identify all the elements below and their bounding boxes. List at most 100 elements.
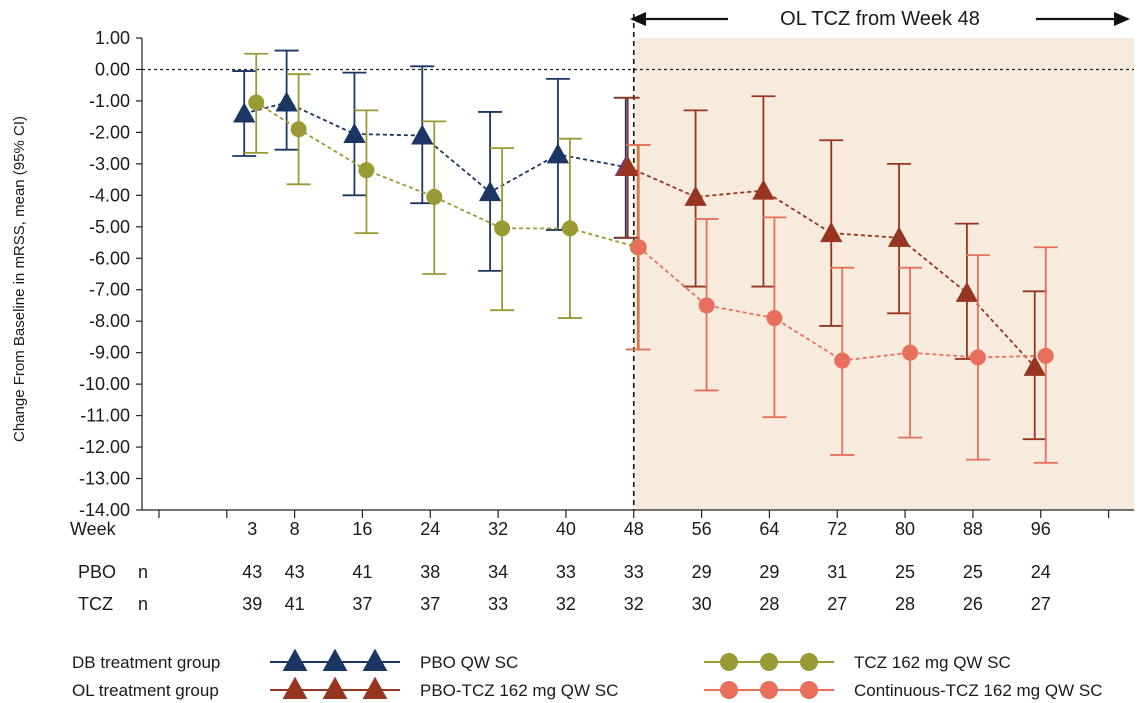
data-point-triangle: [343, 122, 366, 143]
n-table-cell: 25: [963, 562, 983, 582]
y-tick-label: -14.00: [79, 500, 130, 520]
y-tick-label: -1.00: [89, 91, 130, 111]
series-continuous-tcz-162-mg-qw-sc: [626, 144, 1058, 464]
data-point-triangle: [411, 124, 434, 145]
y-axis-label: Change From Baseline in mRSS, mean (95% …: [11, 116, 28, 442]
y-tick-label: -8.00: [89, 311, 130, 331]
legend-circle-icon: [800, 681, 818, 699]
data-point-triangle: [275, 91, 298, 112]
x-axis-week-row: Week 3 8 16 24 32 40 48 56 64 72 80 88 96: [70, 510, 1110, 539]
x-tick-label: 80: [895, 519, 915, 539]
n-table-cell: 34: [488, 562, 508, 582]
data-point-triangle: [233, 102, 256, 123]
n-table-cell: 43: [242, 562, 262, 582]
data-point-triangle: [887, 226, 911, 247]
legend-item-label: PBO QW SC: [420, 653, 518, 672]
legend-group-label: OL treatment group: [72, 681, 219, 700]
data-point-triangle: [478, 181, 502, 202]
data-point-triangle: [684, 185, 707, 206]
n-table-cell: 32: [556, 594, 576, 614]
data-point-circle: [248, 94, 265, 111]
x-tick-label: 8: [290, 519, 300, 539]
n-table-cell: 27: [1031, 594, 1051, 614]
left-arrow-icon: [630, 12, 646, 26]
y-tick-label: -5.00: [89, 217, 130, 237]
n-table-cell: 41: [352, 562, 372, 582]
y-tick-label: -3.00: [89, 154, 130, 174]
series-line: [255, 101, 639, 249]
n-table-cell: 33: [556, 562, 576, 582]
legend-circle-icon: [720, 653, 738, 671]
series-pbo-tcz-162-mg-qw-sc: [615, 95, 1047, 441]
legend-item: PBO-TCZ 162 mg QW SC: [270, 676, 618, 700]
y-axis-ticks: 1.00 0.00 -1.00 -2.00 -3.00 -4.00 -5.00 -6.00 -7…: [79, 28, 142, 520]
legend-triangle-icon: [282, 648, 308, 671]
y-tick-label: 1.00: [95, 28, 130, 48]
legend-group-label: DB treatment group: [72, 653, 220, 672]
data-point-circle: [561, 220, 578, 237]
reference-lines: [142, 14, 1134, 510]
x-tick-label: 64: [759, 519, 779, 539]
n-table-cell: 39: [242, 594, 262, 614]
y-tick-label: -7.00: [89, 280, 130, 300]
axes: [141, 38, 1134, 511]
data-point-circle: [766, 310, 783, 327]
n-table-cell: 38: [420, 562, 440, 582]
y-tick-label: -6.00: [89, 248, 130, 268]
data-point-circle: [426, 188, 443, 205]
n-table-cell: 33: [488, 594, 508, 614]
data-point-triangle: [616, 155, 639, 177]
x-tick-label: 48: [624, 519, 644, 539]
y-tick-label: -10.00: [79, 374, 130, 394]
data-point-circle: [902, 344, 919, 361]
n-table: PBO n 43 43 41 38 34 33 33 29 29 31 25 25 24 TCZ n 39 41 37…: [78, 562, 1051, 614]
x-tick-label: 16: [352, 519, 372, 539]
legend-triangle-icon: [322, 676, 348, 699]
n-table-cell: 31: [827, 562, 847, 582]
data-point-circle: [969, 349, 986, 366]
y-tick-label: 0.00: [95, 59, 130, 79]
y-tick-label: -2.00: [89, 122, 130, 142]
x-axis-label: Week: [70, 519, 117, 539]
x-tick-label: 3: [247, 519, 257, 539]
n-table-cell: 24: [1031, 562, 1051, 582]
n-table-cell: 30: [692, 594, 712, 614]
data-point-triangle: [546, 143, 570, 164]
x-tick-label: 32: [488, 519, 508, 539]
n-table-cell: 27: [827, 594, 847, 614]
legend-item: PBO QW SC: [270, 648, 518, 672]
legend-triangle-icon: [362, 676, 388, 699]
legend-triangle-icon: [322, 648, 348, 671]
y-tick-label: -13.00: [79, 469, 130, 489]
data-point-triangle: [820, 221, 843, 243]
x-tick-label: 96: [1031, 519, 1051, 539]
data-point-triangle: [955, 281, 979, 302]
data-point-triangle: [752, 179, 775, 200]
n-table-cell: 28: [759, 594, 779, 614]
ol-shaded-region: [633, 38, 1134, 510]
n-table-cell: 37: [420, 594, 440, 614]
data-point-circle: [494, 220, 511, 237]
legend-item-label: TCZ 162 mg QW SC: [854, 653, 1011, 672]
n-table-cell: 26: [963, 594, 983, 614]
x-tick-label: 88: [963, 519, 983, 539]
right-arrow-icon: [1114, 12, 1130, 26]
legend-item-label: PBO-TCZ 162 mg QW SC: [420, 681, 618, 700]
n-table-cell: 28: [895, 594, 915, 614]
legend-circle-icon: [720, 681, 738, 699]
x-tick-label: 24: [420, 519, 440, 539]
n-table-n-label: n: [138, 594, 148, 614]
ol-header: OL TCZ from Week 48: [630, 8, 1130, 30]
data-point-circle: [698, 297, 715, 314]
legend-circle-icon: [760, 653, 778, 671]
n-table-cell: 25: [895, 562, 915, 582]
n-table-cell: 32: [624, 594, 644, 614]
legend-item-label: Continuous-TCZ 162 mg QW SC: [854, 681, 1102, 700]
legend-triangle-icon: [282, 676, 308, 699]
data-point-circle: [1037, 347, 1054, 364]
x-tick-label: 56: [692, 519, 712, 539]
data-point-circle: [290, 121, 307, 138]
data-point-circle: [630, 239, 647, 256]
ol-region-label: OL TCZ from Week 48: [780, 8, 980, 30]
